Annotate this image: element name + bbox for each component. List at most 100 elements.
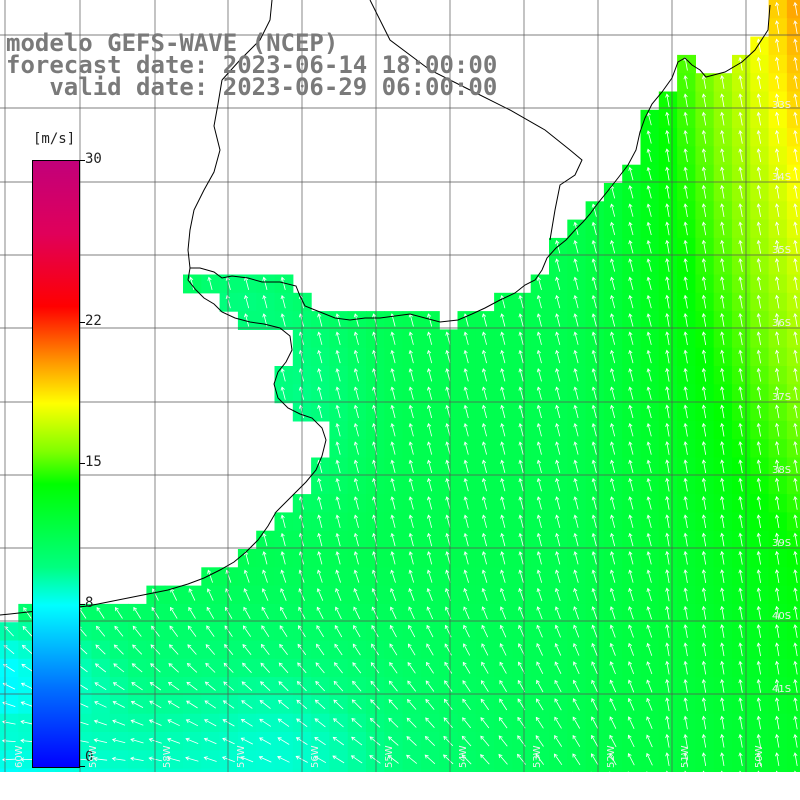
arrow-icon: [573, 624, 580, 638]
arrow-icon: [775, 56, 780, 71]
arrow-icon: [701, 752, 707, 766]
arrow-icon: [280, 514, 286, 528]
arrow-icon: [536, 386, 542, 400]
arrow-icon: [445, 551, 451, 565]
arrow-icon: [390, 404, 396, 419]
arrow-icon: [756, 459, 761, 474]
arrow-icon: [665, 532, 670, 547]
arrow-icon: [481, 313, 487, 327]
arrow-icon: [185, 756, 199, 762]
arrow-icon: [683, 532, 688, 547]
arrow-icon: [720, 715, 725, 730]
arrow-icon: [240, 756, 254, 763]
arrow-icon: [150, 663, 161, 673]
arrow-icon: [371, 569, 378, 583]
wind-cell: [786, 201, 800, 221]
arrow-icon: [536, 624, 543, 638]
arrow-icon: [424, 754, 436, 765]
arrow-icon: [499, 698, 508, 711]
arrow-icon: [738, 294, 743, 309]
arrow-icon: [775, 752, 780, 766]
arrow-icon: [628, 477, 634, 492]
arrow-icon: [627, 716, 635, 729]
arrow-icon: [756, 514, 761, 529]
arrow-icon: [149, 682, 162, 691]
arrow-icon: [390, 441, 396, 455]
wind-cell: [786, 420, 800, 440]
arrow-icon: [335, 441, 341, 455]
arrow-icon: [461, 735, 472, 747]
arrow-icon: [131, 682, 143, 691]
arrow-icon: [720, 276, 725, 291]
arrow-icon: [111, 738, 126, 744]
longitude-label: 60W: [14, 745, 25, 768]
arrow-icon: [665, 496, 670, 510]
arrow-icon: [683, 477, 688, 492]
arrow-icon: [335, 551, 341, 565]
arrow-icon: [463, 441, 469, 455]
arrow-icon: [481, 368, 487, 382]
arrow-icon: [701, 294, 707, 309]
arrow-icon: [628, 404, 634, 419]
arrow-icon: [481, 349, 487, 364]
arrow-icon: [518, 404, 524, 419]
arrow-icon: [20, 738, 34, 743]
arrow-icon: [794, 770, 797, 772]
arrow-icon: [646, 551, 652, 565]
arrow-icon: [185, 737, 199, 744]
arrow-icon: [665, 203, 670, 217]
arrow-icon: [313, 755, 327, 764]
arrow-icon: [775, 679, 780, 693]
arrow-icon: [353, 331, 359, 345]
arrow-icon: [627, 697, 635, 711]
arrow-icon: [627, 734, 635, 748]
arrow-icon: [720, 752, 725, 766]
arrow-icon: [628, 441, 634, 455]
arrow-icon: [775, 770, 778, 772]
arrow-icon: [646, 514, 652, 528]
wind-cell: [658, 768, 678, 772]
arrow-icon: [738, 752, 743, 766]
arrow-icon: [22, 625, 33, 637]
arrow-icon: [481, 532, 487, 547]
arrow-icon: [738, 422, 743, 437]
arrow-icon: [427, 441, 433, 455]
arrow-icon: [335, 368, 341, 382]
arrow-icon: [406, 736, 417, 746]
arrow-icon: [610, 221, 616, 236]
arrow-icon: [646, 130, 652, 144]
arrow-icon: [701, 313, 707, 327]
arrow-icon: [683, 294, 688, 309]
arrow-icon: [683, 459, 688, 474]
arrow-icon: [480, 698, 490, 711]
arrow-icon: [793, 239, 798, 254]
arrow-icon: [646, 716, 653, 729]
map-frame[interactable]: modelo GEFS-WAVE (NCEP) forecast date: 2…: [0, 0, 800, 772]
arrow-icon: [573, 368, 579, 382]
wind-cell: [219, 768, 239, 772]
wind-cell: [603, 768, 623, 772]
wind-cell: [311, 768, 330, 772]
arrow-icon: [610, 331, 616, 345]
arrow-icon: [646, 221, 652, 236]
arrow-icon: [573, 477, 579, 492]
wind-cell: [786, 585, 800, 605]
arrow-icon: [463, 514, 469, 528]
arrow-icon: [536, 459, 542, 474]
wind-cell: [384, 768, 404, 772]
arrow-icon: [463, 459, 469, 474]
arrow-icon: [775, 587, 780, 602]
arrow-icon: [665, 276, 670, 291]
arrow-icon: [756, 386, 761, 400]
arrow-icon: [665, 294, 670, 309]
arrow-icon: [591, 221, 597, 236]
arrow-icon: [591, 294, 597, 309]
arrow-icon: [739, 770, 742, 772]
arrow-icon: [628, 240, 634, 254]
arrow-icon: [683, 166, 688, 181]
arrow-icon: [555, 423, 561, 437]
arrow-icon: [481, 551, 487, 565]
arrow-icon: [518, 331, 524, 345]
arrow-icon: [591, 349, 597, 364]
arrow-icon: [610, 386, 616, 400]
